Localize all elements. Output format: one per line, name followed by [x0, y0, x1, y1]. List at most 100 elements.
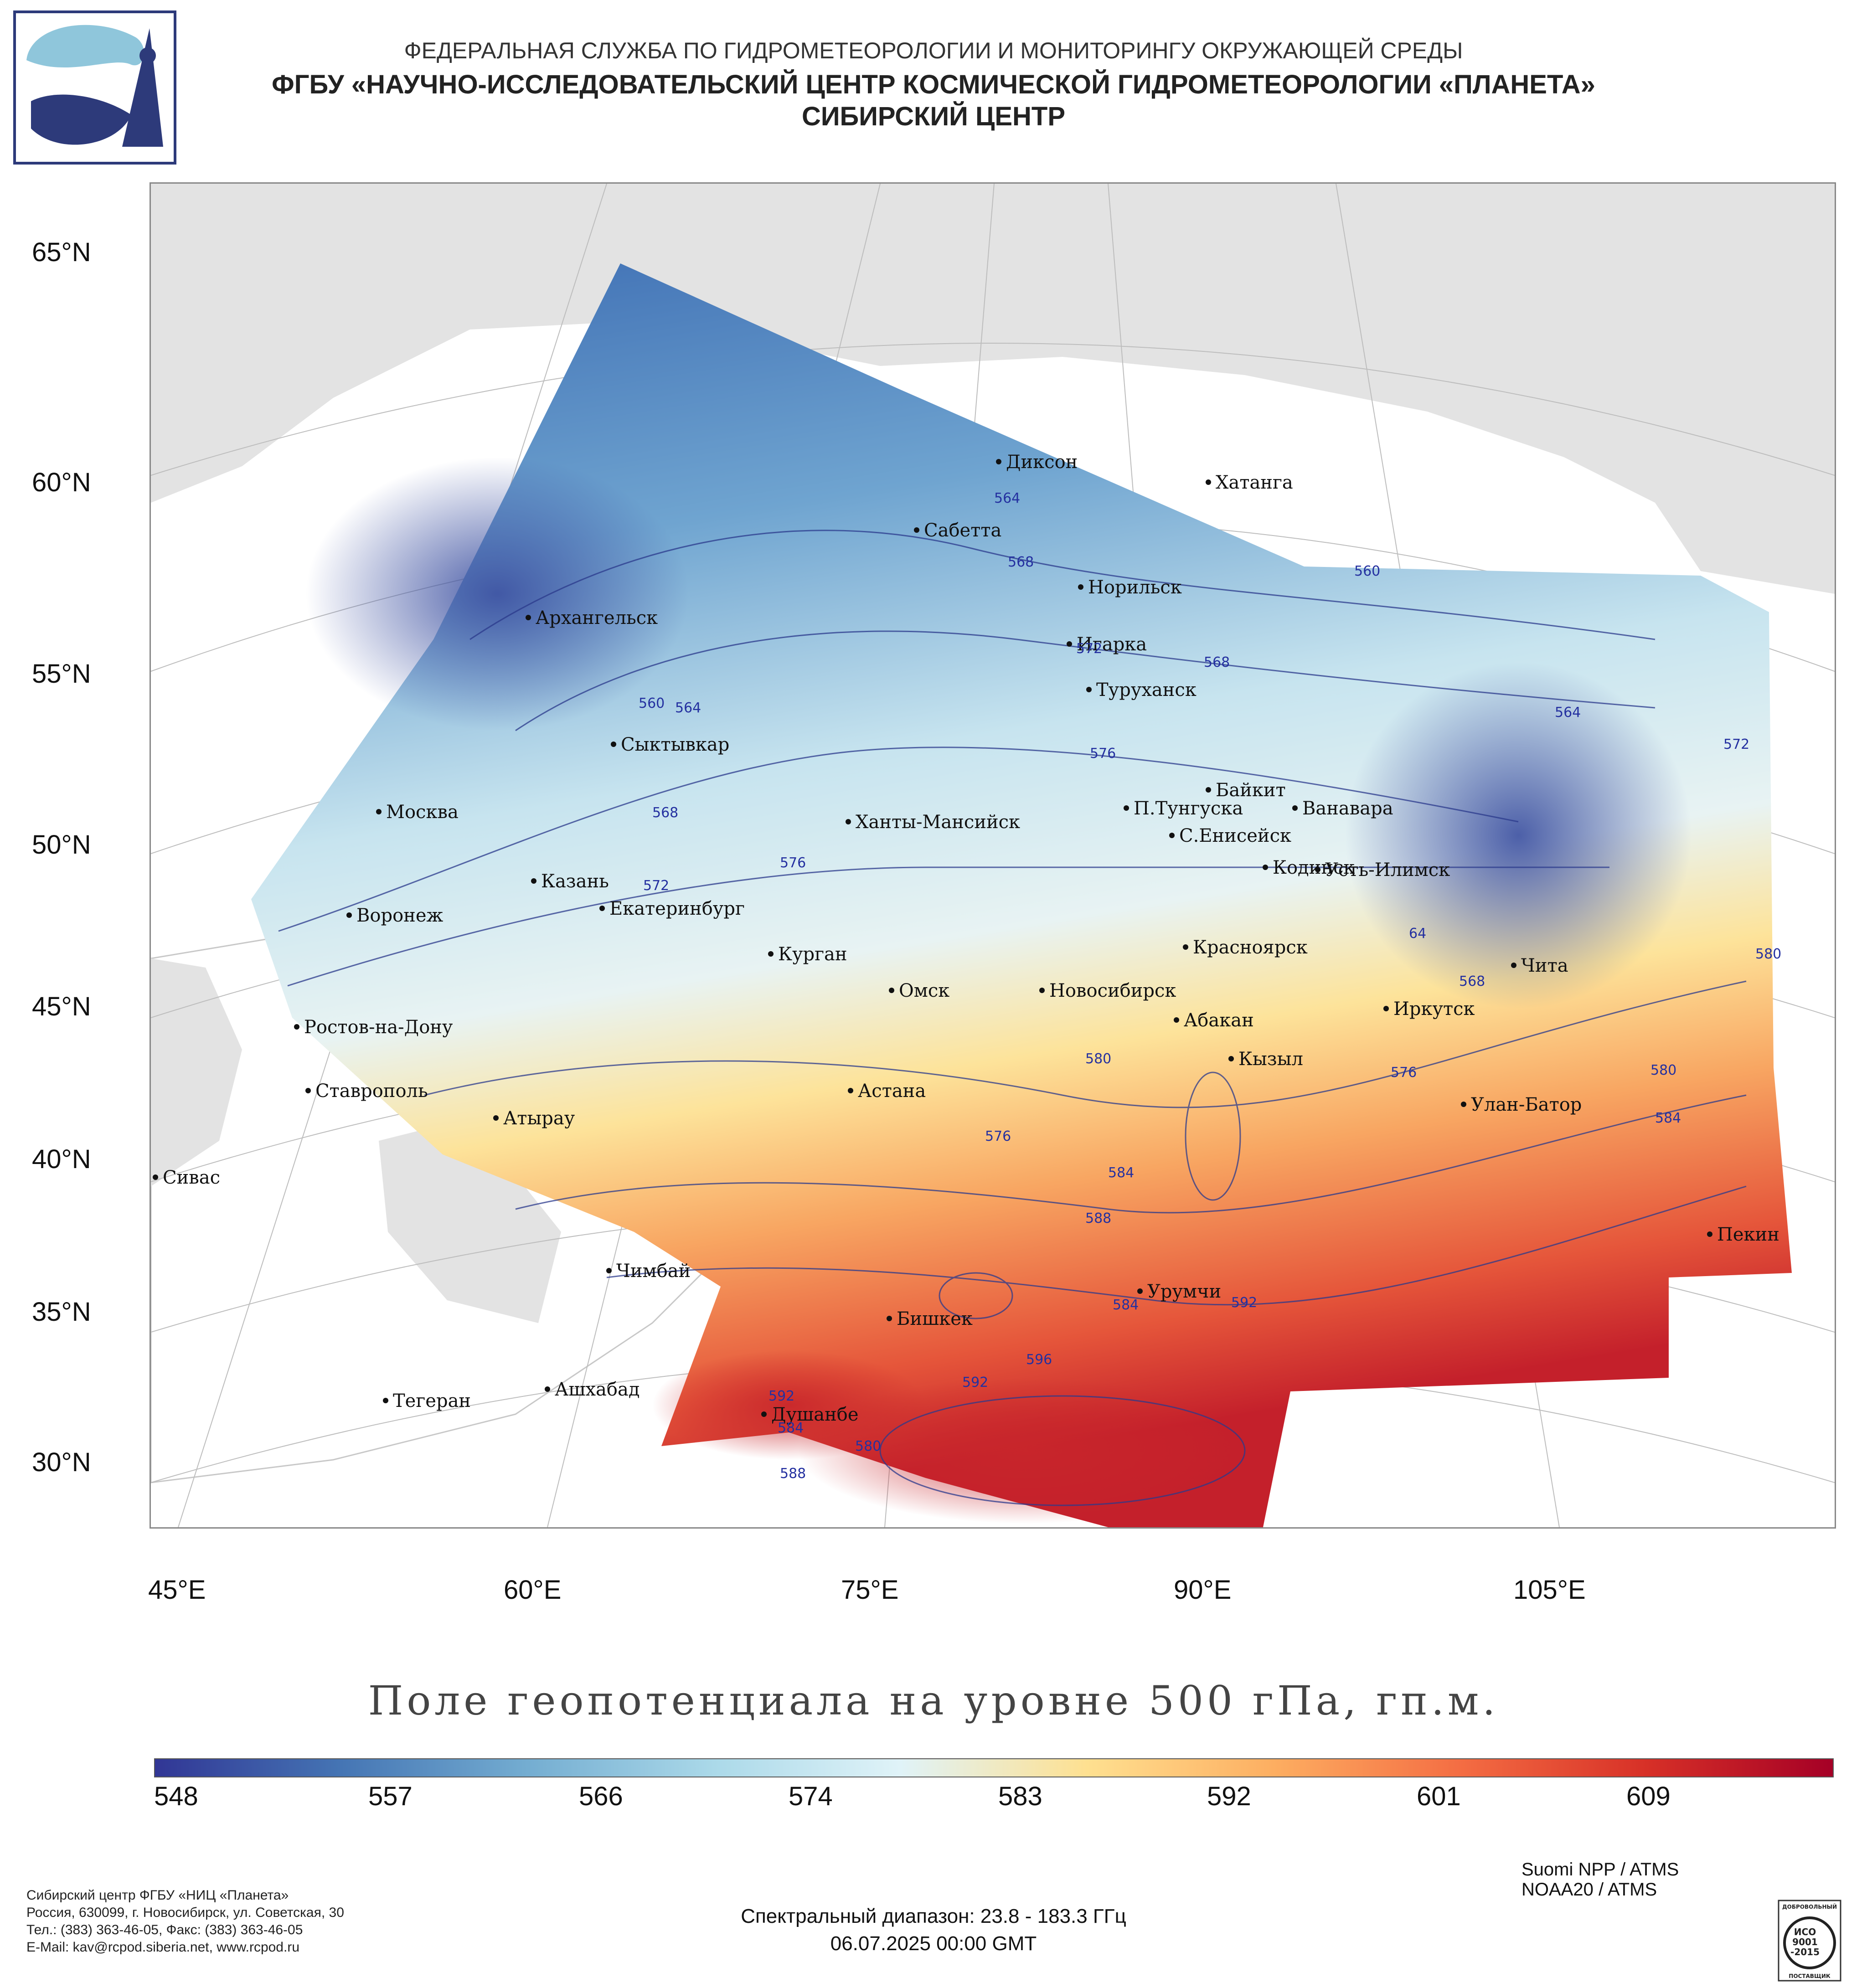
city-marker [1315, 867, 1320, 872]
latitude-label: 35°N [32, 1297, 91, 1327]
colorbar-tick-label: 592 [1207, 1782, 1251, 1811]
city-marker [493, 1115, 499, 1121]
datetime: 06.07.2025 00:00 GMT [830, 1932, 1037, 1955]
longitude-label: 60°E [504, 1575, 562, 1605]
contour-value-label: 568 [1008, 554, 1034, 570]
city-label: Ванавара [1302, 798, 1393, 819]
colorbar-tick-label: 601 [1417, 1782, 1461, 1811]
city-marker [1137, 1288, 1143, 1294]
iso-number: 9001 [1792, 1936, 1818, 1947]
city-label: Туруханск [1096, 680, 1197, 700]
contour-value-label: 596 [1026, 1352, 1052, 1368]
city-marker [889, 988, 894, 993]
contour-value-label: 568 [652, 805, 678, 821]
contour-value-label: 568 [1204, 654, 1230, 670]
city-marker [1511, 963, 1516, 968]
latitude-label: 40°N [32, 1144, 91, 1174]
city-marker [996, 459, 1001, 464]
contour-value-label: 584 [1113, 1297, 1139, 1313]
city-label: Тегеран [393, 1391, 471, 1411]
footer-org-line: E-Mail: kav@rcpod.siberia.net, www.rcpod… [26, 1940, 300, 1955]
city-label: Воронеж [356, 905, 443, 926]
city-label: Ашхабад [555, 1379, 640, 1400]
city-label: Казань [541, 871, 609, 892]
city-marker [1263, 865, 1268, 870]
longitude-label: 75°E [841, 1575, 899, 1605]
spectral-range: Спектральный диапазон: 23.8 - 183.3 ГГц [741, 1905, 1126, 1927]
city-marker [1086, 687, 1092, 692]
contour-value-label: 560 [639, 695, 665, 711]
city-label: Абакан [1184, 1010, 1254, 1031]
contour-value-label: 580 [855, 1438, 881, 1454]
satellite-1: Suomi NPP / ATMS [1521, 1859, 1679, 1880]
planeta-logo [13, 10, 176, 165]
contour-value-label: 580 [1650, 1062, 1676, 1078]
arctic-land [151, 184, 1835, 594]
city-marker [346, 912, 352, 918]
longitude-label: 45°E [148, 1575, 206, 1605]
satellite-2: NOAA20 / ATMS [1521, 1880, 1657, 1900]
contour-value-label: 584 [1108, 1165, 1134, 1181]
city-marker [383, 1398, 388, 1403]
colorbar-tick-label: 566 [579, 1782, 623, 1811]
org-line-2: ФГБУ «НАУЧНО-ИССЛЕДОВАТЕЛЬСКИЙ ЦЕНТР КОС… [272, 70, 1595, 99]
contour-value-label: 580 [1755, 946, 1781, 962]
latitude-label: 55°N [32, 659, 91, 689]
contour-value-label: 588 [780, 1466, 806, 1482]
map-title: Поле геопотенциала на уровне 500 гПа, гп… [368, 1677, 1499, 1724]
city-label: Москва [386, 802, 459, 823]
city-marker [545, 1386, 550, 1392]
city-label: Новосибирск [1049, 980, 1176, 1001]
city-label: Урумчи [1147, 1281, 1221, 1302]
org-line-3: СИБИРСКИЙ ЦЕНТР [801, 102, 1066, 131]
geopotential-map [151, 184, 1835, 1527]
city-label: П.Тунгуска [1134, 798, 1243, 819]
colorbar-tick-label: 574 [789, 1782, 833, 1811]
city-marker [599, 906, 605, 911]
city-label: Архангельск [536, 608, 658, 628]
city-label: Усть-Илимск [1325, 860, 1450, 881]
city-label: Чимбай [616, 1261, 691, 1282]
city-marker [1169, 833, 1175, 838]
city-label: Пекин [1717, 1224, 1779, 1245]
city-marker [1206, 479, 1211, 485]
contour-value-label: 564 [994, 490, 1020, 506]
iso-label: ИСО [1794, 1926, 1816, 1937]
city-marker [1383, 1006, 1389, 1011]
colorbar-tick-label: 609 [1626, 1782, 1671, 1811]
contour-value-label: 572 [1723, 736, 1749, 752]
contour-value-label: 576 [1391, 1065, 1417, 1081]
city-label: Сабетта [924, 520, 1001, 541]
contour-value-label: 572 [1076, 641, 1102, 657]
contour-value-label: 564 [1555, 705, 1581, 721]
colorbar-tick-label: 583 [998, 1782, 1042, 1811]
colorbar-tick-label: 557 [368, 1782, 413, 1811]
footer-org-line: Россия, 630099, г. Новосибирск, ул. Сове… [26, 1905, 344, 1920]
contour-value-label: 584 [778, 1420, 804, 1436]
longitude-label: 105°E [1513, 1575, 1586, 1605]
city-marker [1039, 988, 1045, 993]
city-marker [1292, 805, 1298, 811]
latitude-label: 60°N [32, 468, 91, 497]
iso-year: -2015 [1790, 1947, 1820, 1957]
contour-value-label: 560 [1354, 563, 1380, 579]
city-marker [1078, 584, 1083, 590]
contour-value-label: 588 [1085, 1210, 1111, 1226]
annotation-layer: Диксон Хатанга Сабетта Норильск Игарка Арханг… [153, 452, 1781, 1482]
city-marker [1124, 805, 1129, 811]
contour-value-label: 592 [962, 1375, 988, 1391]
city-label: Красноярск [1193, 937, 1308, 958]
city-marker [531, 878, 536, 884]
longitude-label: 90°E [1174, 1575, 1232, 1605]
city-label: Омск [899, 980, 949, 1001]
city-marker [294, 1024, 299, 1030]
latitude-label: 45°N [32, 992, 91, 1021]
map-frame: Диксон Хатанга Сабетта Норильск Игарка Арханг… [150, 182, 1836, 1529]
city-label: Курган [778, 944, 847, 965]
contour-value-label: 592 [1231, 1295, 1257, 1311]
city-marker [606, 1268, 612, 1273]
city-marker [914, 527, 919, 533]
city-marker [305, 1088, 311, 1093]
city-marker [768, 951, 774, 957]
city-label: Ставрополь [315, 1081, 428, 1102]
